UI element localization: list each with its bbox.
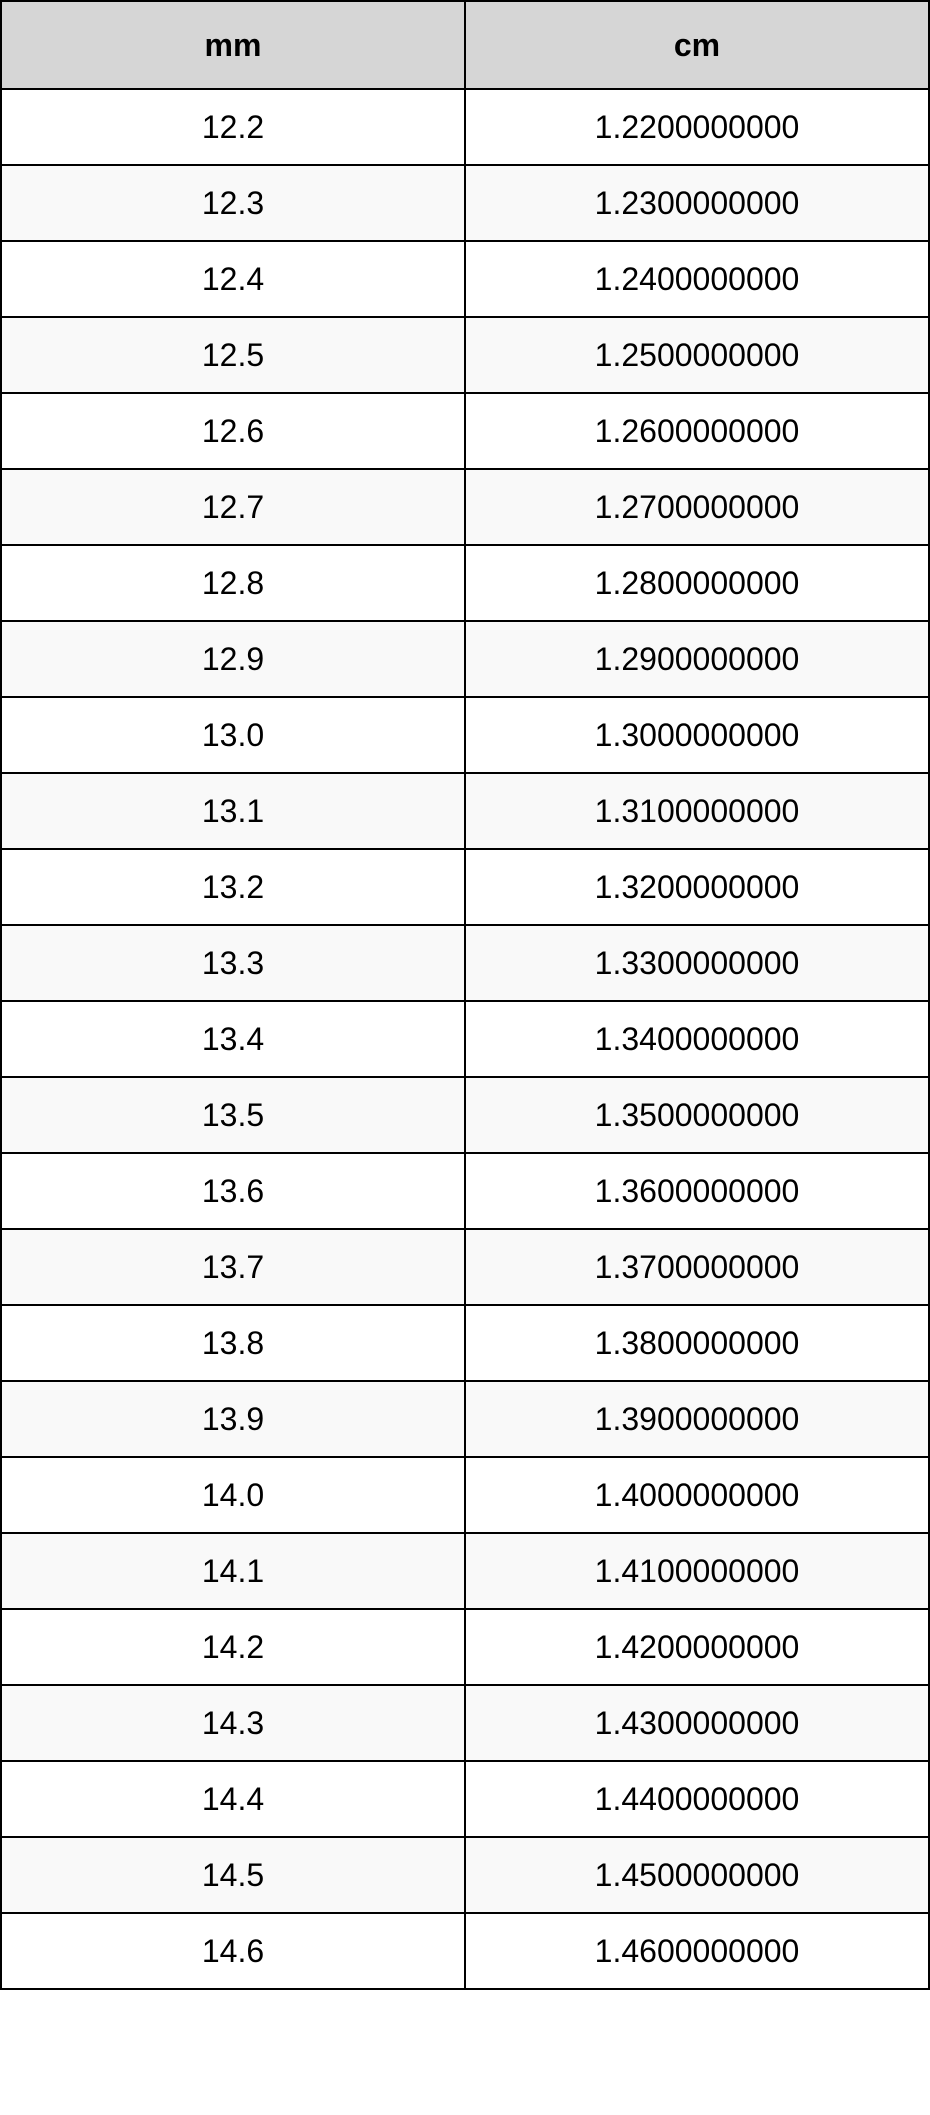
column-header-cm: cm (465, 1, 929, 89)
table-row: 14.01.4000000000 (1, 1457, 929, 1533)
table-row: 12.21.2200000000 (1, 89, 929, 165)
table-row: 13.21.3200000000 (1, 849, 929, 925)
cell-mm: 14.3 (1, 1685, 465, 1761)
cell-cm: 1.2600000000 (465, 393, 929, 469)
table-row: 12.41.2400000000 (1, 241, 929, 317)
cell-cm: 1.3100000000 (465, 773, 929, 849)
cell-cm: 1.3600000000 (465, 1153, 929, 1229)
cell-cm: 1.2500000000 (465, 317, 929, 393)
cell-mm: 12.6 (1, 393, 465, 469)
cell-mm: 13.4 (1, 1001, 465, 1077)
cell-cm: 1.4400000000 (465, 1761, 929, 1837)
cell-cm: 1.3500000000 (465, 1077, 929, 1153)
cell-mm: 12.7 (1, 469, 465, 545)
cell-mm: 13.9 (1, 1381, 465, 1457)
cell-cm: 1.3200000000 (465, 849, 929, 925)
cell-mm: 13.5 (1, 1077, 465, 1153)
cell-cm: 1.4300000000 (465, 1685, 929, 1761)
cell-cm: 1.2300000000 (465, 165, 929, 241)
cell-cm: 1.2700000000 (465, 469, 929, 545)
table-row: 14.31.4300000000 (1, 1685, 929, 1761)
cell-cm: 1.2400000000 (465, 241, 929, 317)
cell-mm: 14.6 (1, 1913, 465, 1989)
cell-cm: 1.4100000000 (465, 1533, 929, 1609)
cell-mm: 12.8 (1, 545, 465, 621)
conversion-table: mm cm 12.21.220000000012.31.230000000012… (0, 0, 930, 1990)
cell-cm: 1.4600000000 (465, 1913, 929, 1989)
cell-cm: 1.4200000000 (465, 1609, 929, 1685)
cell-mm: 13.7 (1, 1229, 465, 1305)
cell-mm: 12.3 (1, 165, 465, 241)
table-body: 12.21.220000000012.31.230000000012.41.24… (1, 89, 929, 1989)
table-row: 12.71.2700000000 (1, 469, 929, 545)
cell-cm: 1.3700000000 (465, 1229, 929, 1305)
table-row: 14.41.4400000000 (1, 1761, 929, 1837)
cell-mm: 12.5 (1, 317, 465, 393)
table-row: 14.11.4100000000 (1, 1533, 929, 1609)
table-row: 14.61.4600000000 (1, 1913, 929, 1989)
cell-cm: 1.4500000000 (465, 1837, 929, 1913)
cell-cm: 1.4000000000 (465, 1457, 929, 1533)
cell-cm: 1.3300000000 (465, 925, 929, 1001)
cell-mm: 13.1 (1, 773, 465, 849)
cell-mm: 13.0 (1, 697, 465, 773)
cell-cm: 1.3800000000 (465, 1305, 929, 1381)
cell-cm: 1.3400000000 (465, 1001, 929, 1077)
table-row: 13.41.3400000000 (1, 1001, 929, 1077)
table-row: 13.31.3300000000 (1, 925, 929, 1001)
cell-mm: 14.1 (1, 1533, 465, 1609)
table-row: 13.81.3800000000 (1, 1305, 929, 1381)
table-row: 12.91.2900000000 (1, 621, 929, 697)
table-row: 13.91.3900000000 (1, 1381, 929, 1457)
table-row: 13.01.3000000000 (1, 697, 929, 773)
cell-mm: 13.6 (1, 1153, 465, 1229)
cell-mm: 13.8 (1, 1305, 465, 1381)
table-row: 14.51.4500000000 (1, 1837, 929, 1913)
table-row: 13.51.3500000000 (1, 1077, 929, 1153)
cell-mm: 13.2 (1, 849, 465, 925)
cell-cm: 1.2200000000 (465, 89, 929, 165)
cell-mm: 14.2 (1, 1609, 465, 1685)
cell-cm: 1.3000000000 (465, 697, 929, 773)
cell-mm: 12.9 (1, 621, 465, 697)
cell-mm: 14.5 (1, 1837, 465, 1913)
table-row: 13.11.3100000000 (1, 773, 929, 849)
table-row: 13.61.3600000000 (1, 1153, 929, 1229)
cell-mm: 14.4 (1, 1761, 465, 1837)
table-row: 12.51.2500000000 (1, 317, 929, 393)
cell-cm: 1.2800000000 (465, 545, 929, 621)
table-row: 13.71.3700000000 (1, 1229, 929, 1305)
cell-mm: 12.4 (1, 241, 465, 317)
table-row: 12.61.2600000000 (1, 393, 929, 469)
table-header-row: mm cm (1, 1, 929, 89)
cell-cm: 1.2900000000 (465, 621, 929, 697)
cell-mm: 14.0 (1, 1457, 465, 1533)
column-header-mm: mm (1, 1, 465, 89)
table-row: 12.81.2800000000 (1, 545, 929, 621)
cell-mm: 12.2 (1, 89, 465, 165)
cell-cm: 1.3900000000 (465, 1381, 929, 1457)
table-row: 14.21.4200000000 (1, 1609, 929, 1685)
cell-mm: 13.3 (1, 925, 465, 1001)
table-row: 12.31.2300000000 (1, 165, 929, 241)
